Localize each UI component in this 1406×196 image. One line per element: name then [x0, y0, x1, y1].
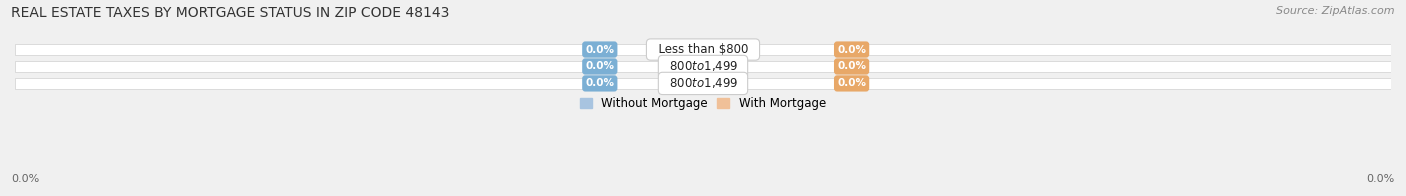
Text: 0.0%: 0.0%: [837, 78, 866, 88]
Bar: [15, 44, 1391, 55]
Text: 0.0%: 0.0%: [585, 62, 614, 72]
Legend: Without Mortgage, With Mortgage: Without Mortgage, With Mortgage: [575, 93, 831, 115]
Text: $800 to $1,499: $800 to $1,499: [662, 59, 744, 74]
Text: Source: ZipAtlas.com: Source: ZipAtlas.com: [1277, 6, 1395, 16]
Bar: [15, 61, 1391, 72]
Text: 0.0%: 0.0%: [837, 44, 866, 54]
Text: 0.0%: 0.0%: [837, 62, 866, 72]
Text: 0.0%: 0.0%: [1367, 174, 1395, 184]
Text: REAL ESTATE TAXES BY MORTGAGE STATUS IN ZIP CODE 48143: REAL ESTATE TAXES BY MORTGAGE STATUS IN …: [11, 6, 450, 20]
Text: $800 to $1,499: $800 to $1,499: [662, 76, 744, 90]
Text: 0.0%: 0.0%: [11, 174, 39, 184]
Text: 0.0%: 0.0%: [585, 78, 614, 88]
Text: 0.0%: 0.0%: [585, 44, 614, 54]
Bar: [15, 78, 1391, 89]
Text: Less than $800: Less than $800: [651, 43, 755, 56]
